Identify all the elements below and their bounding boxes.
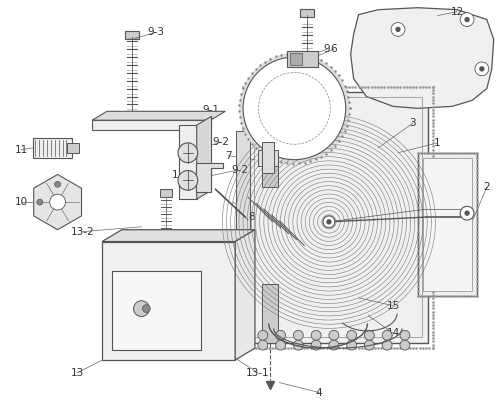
Circle shape — [243, 57, 346, 160]
Circle shape — [37, 199, 43, 205]
Circle shape — [311, 340, 321, 350]
Text: 13-1: 13-1 — [246, 368, 270, 378]
Bar — [262, 284, 278, 343]
Bar — [68, 143, 80, 153]
Circle shape — [480, 67, 484, 71]
Circle shape — [276, 330, 285, 340]
Circle shape — [134, 301, 150, 317]
Circle shape — [382, 330, 392, 340]
Text: 7: 7 — [225, 151, 232, 161]
Circle shape — [475, 62, 489, 76]
Circle shape — [178, 171, 198, 190]
Circle shape — [460, 13, 474, 26]
Circle shape — [142, 305, 150, 313]
Text: 11: 11 — [14, 145, 28, 155]
Polygon shape — [350, 8, 494, 108]
Bar — [92, 120, 210, 130]
Polygon shape — [196, 116, 212, 199]
Text: 9-3: 9-3 — [148, 28, 165, 38]
Bar — [179, 125, 196, 199]
Polygon shape — [196, 163, 224, 192]
Text: 9-2: 9-2 — [232, 165, 248, 175]
Circle shape — [364, 340, 374, 350]
Bar — [124, 31, 138, 39]
Bar — [422, 158, 472, 291]
Text: 5: 5 — [252, 88, 258, 98]
Circle shape — [323, 216, 335, 228]
Circle shape — [327, 220, 331, 224]
Bar — [112, 271, 200, 350]
Circle shape — [294, 340, 304, 350]
Text: 1: 1 — [434, 138, 441, 148]
Text: 13: 13 — [70, 368, 84, 378]
Polygon shape — [92, 111, 226, 120]
Text: 8: 8 — [248, 212, 256, 222]
Text: 10: 10 — [14, 197, 28, 207]
Circle shape — [329, 330, 339, 340]
Text: 9-2: 9-2 — [212, 137, 229, 147]
Bar — [262, 108, 278, 187]
Bar — [160, 189, 172, 197]
Circle shape — [465, 18, 469, 22]
Circle shape — [400, 340, 410, 350]
Circle shape — [465, 211, 469, 215]
Circle shape — [391, 23, 405, 36]
Circle shape — [294, 330, 304, 340]
Polygon shape — [235, 230, 255, 360]
Polygon shape — [34, 174, 82, 230]
Circle shape — [258, 330, 268, 340]
Text: 15: 15 — [386, 301, 400, 311]
Circle shape — [258, 340, 268, 350]
Text: 13-2: 13-2 — [70, 227, 94, 237]
Circle shape — [329, 340, 339, 350]
Circle shape — [276, 340, 285, 350]
Circle shape — [54, 181, 60, 187]
Circle shape — [50, 194, 66, 210]
Text: 12: 12 — [450, 7, 464, 17]
Circle shape — [346, 340, 356, 350]
Bar — [236, 131, 250, 304]
Bar — [33, 138, 72, 158]
Circle shape — [382, 340, 392, 350]
Bar — [286, 51, 318, 67]
Text: 14: 14 — [386, 328, 400, 338]
Circle shape — [396, 28, 400, 31]
Text: 13-3: 13-3 — [172, 171, 196, 181]
Text: 2: 2 — [484, 182, 490, 192]
Circle shape — [460, 206, 474, 220]
Bar — [290, 53, 302, 65]
Bar — [262, 142, 274, 173]
Text: 9-1: 9-1 — [202, 106, 219, 116]
Bar — [102, 241, 235, 360]
Circle shape — [364, 330, 374, 340]
Circle shape — [311, 330, 321, 340]
Bar — [254, 98, 422, 337]
Polygon shape — [102, 230, 255, 241]
Bar — [300, 9, 314, 17]
Text: 3: 3 — [410, 118, 416, 128]
Circle shape — [346, 330, 356, 340]
Bar — [418, 153, 477, 296]
Circle shape — [178, 143, 198, 163]
Text: 4: 4 — [316, 387, 322, 397]
Bar — [248, 92, 428, 343]
Circle shape — [239, 53, 350, 163]
Text: 9: 9 — [324, 44, 330, 54]
Text: 6: 6 — [330, 44, 337, 54]
Bar — [258, 150, 278, 166]
Circle shape — [400, 330, 410, 340]
